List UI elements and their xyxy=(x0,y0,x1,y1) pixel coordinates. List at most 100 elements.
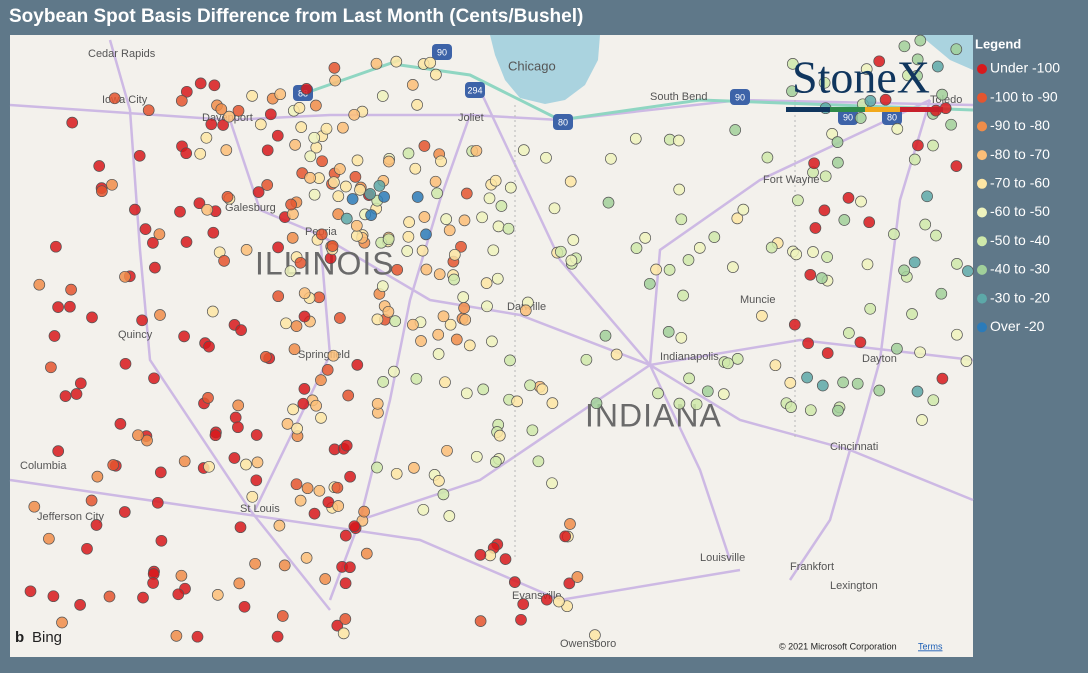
marker xyxy=(906,308,918,320)
marker xyxy=(238,600,251,613)
marker xyxy=(259,351,272,363)
marker xyxy=(371,313,384,326)
marker xyxy=(340,439,353,452)
marker xyxy=(373,179,386,192)
marker xyxy=(432,348,445,360)
marker xyxy=(174,205,186,218)
marker xyxy=(250,474,263,487)
marker xyxy=(56,616,68,629)
marker xyxy=(390,467,403,480)
highway-shield xyxy=(432,44,452,60)
marker xyxy=(493,429,506,442)
marker xyxy=(571,571,584,583)
place-label: South Bend xyxy=(650,91,708,103)
marker xyxy=(831,136,844,148)
marker xyxy=(717,388,730,400)
marker xyxy=(722,357,734,370)
lake-erie xyxy=(920,35,973,70)
marker xyxy=(495,200,508,212)
marker xyxy=(673,397,686,410)
marker xyxy=(331,619,344,632)
marker xyxy=(59,390,72,402)
marker xyxy=(365,209,377,221)
marker xyxy=(402,230,415,243)
place-label: Springfield xyxy=(298,349,350,361)
marker xyxy=(431,187,443,200)
marker xyxy=(499,553,512,565)
marker xyxy=(564,518,576,530)
highway-shield xyxy=(838,109,858,125)
marker xyxy=(435,155,447,168)
marker xyxy=(264,108,277,121)
marker xyxy=(489,174,502,187)
marker xyxy=(936,372,949,385)
marker xyxy=(950,43,963,56)
marker xyxy=(432,328,445,341)
marker xyxy=(851,377,864,390)
marker xyxy=(444,318,457,331)
marker xyxy=(298,287,311,300)
marker xyxy=(911,385,924,398)
marker xyxy=(559,530,572,543)
marker xyxy=(802,337,814,350)
place-label: Frankfort xyxy=(790,561,834,573)
marker xyxy=(433,475,445,487)
marker xyxy=(382,233,395,246)
marker xyxy=(693,242,706,254)
marker xyxy=(339,529,352,542)
marker xyxy=(815,272,828,284)
marker xyxy=(463,339,476,352)
marker xyxy=(148,372,160,385)
marker xyxy=(81,542,93,555)
marker xyxy=(891,342,903,355)
marker xyxy=(390,55,403,68)
marker xyxy=(879,93,892,106)
marker xyxy=(344,470,356,483)
marker xyxy=(383,155,395,168)
marker xyxy=(540,593,553,606)
marker xyxy=(931,60,944,73)
marker xyxy=(930,229,942,242)
highway-label: 90 xyxy=(735,92,745,102)
marker xyxy=(673,183,686,196)
marker xyxy=(315,412,327,424)
copyright: © 2021 Microsoft Corporation xyxy=(779,641,897,651)
title: Soybean Spot Basis Difference from Last … xyxy=(9,6,583,27)
marker xyxy=(807,246,819,258)
marker xyxy=(902,69,914,82)
marker xyxy=(206,305,219,318)
place-label: St Louis xyxy=(240,503,280,515)
marker xyxy=(474,615,487,627)
marker xyxy=(300,83,313,95)
marker xyxy=(761,151,774,164)
marker xyxy=(590,397,603,410)
marker xyxy=(470,144,483,157)
marker xyxy=(553,595,565,608)
marker xyxy=(402,147,415,160)
terms-link[interactable]: Terms xyxy=(918,641,943,651)
legend-label: -80 to -70 xyxy=(990,146,1050,162)
marker xyxy=(114,418,127,430)
marker xyxy=(914,34,927,47)
marker xyxy=(371,461,383,474)
legend-swatch xyxy=(977,207,987,218)
marker xyxy=(271,129,284,142)
legend-label: -70 to -60 xyxy=(990,175,1050,191)
marker xyxy=(873,384,886,397)
marker xyxy=(443,510,456,522)
marker xyxy=(517,144,530,156)
legend-label: -60 to -50 xyxy=(990,203,1050,219)
legend-swatch xyxy=(977,236,987,247)
marker xyxy=(202,392,214,404)
marker xyxy=(420,263,433,276)
marker xyxy=(175,94,188,107)
marker xyxy=(921,190,933,203)
marker xyxy=(205,118,218,131)
marker xyxy=(298,383,311,395)
marker xyxy=(441,444,453,457)
marker xyxy=(610,348,623,361)
marker xyxy=(861,258,874,271)
marker xyxy=(437,488,450,501)
marker xyxy=(629,132,642,145)
